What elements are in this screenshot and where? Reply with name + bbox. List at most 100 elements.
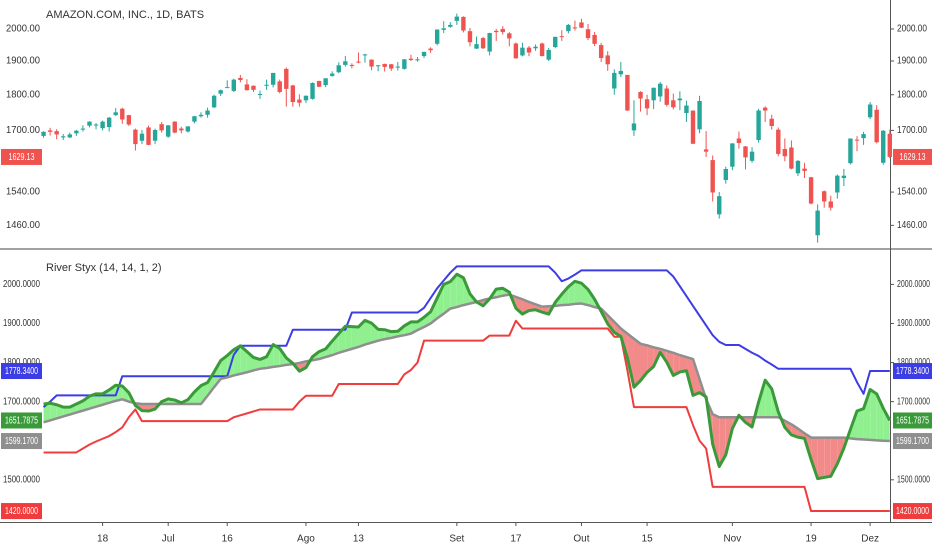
y-tick-label: 1700.00: [6, 125, 40, 136]
candle-body: [697, 100, 702, 130]
cloud-fill: [273, 344, 280, 367]
candle-body: [47, 130, 53, 132]
y-tick-label: 1700.0000: [3, 396, 40, 407]
candle-body: [349, 64, 355, 66]
candle-body: [723, 169, 728, 181]
candle-body: [861, 134, 866, 139]
candle-body: [881, 130, 886, 163]
candle-body: [185, 126, 191, 132]
candle-body: [736, 138, 742, 143]
candle-body: [500, 28, 505, 33]
cloud-fill: [50, 403, 57, 421]
last-value-label: 1651.7875: [5, 416, 38, 427]
candle-body: [605, 55, 610, 65]
candle-body: [658, 83, 663, 97]
candle-body: [835, 175, 840, 193]
candle-body: [100, 121, 105, 129]
candle-body: [743, 146, 748, 158]
candle-body: [730, 143, 735, 167]
candle-body: [343, 61, 348, 65]
cloud-fill: [811, 437, 818, 479]
candle-body: [566, 24, 571, 32]
candle-body: [782, 149, 788, 157]
x-tick-label: Out: [573, 534, 589, 545]
y-tick-label: 1800.00: [6, 89, 40, 100]
y-tick-label: 1700.00: [897, 125, 927, 136]
candle-body: [192, 116, 197, 122]
candle-body: [848, 138, 853, 164]
y-tick-label: 1800.00: [897, 89, 927, 100]
candle-body: [795, 160, 801, 174]
candle-body: [402, 59, 407, 69]
candle-body: [159, 124, 164, 131]
pane-title: AMAZON.COM, INC., 1D, BATS: [46, 9, 204, 21]
x-tick-label: 17: [510, 534, 522, 545]
x-tick-label: Dez: [861, 534, 879, 545]
candle-body: [749, 151, 755, 161]
candle-body: [651, 87, 656, 101]
last-value-box: [1, 363, 42, 380]
x-tick-label: 18: [97, 534, 109, 545]
last-value-box: [893, 433, 932, 450]
candle-body: [874, 109, 879, 143]
candle-body: [434, 29, 440, 44]
candle-body: [474, 44, 479, 49]
candle-body: [539, 43, 545, 57]
candle-body: [375, 65, 381, 67]
candle-body: [684, 105, 689, 114]
last-value-label: 1420.0000: [5, 506, 38, 517]
x-tick-label: Ago: [297, 534, 315, 545]
candle-body: [815, 210, 820, 236]
candle-body: [756, 110, 761, 141]
candle-body: [113, 112, 118, 116]
cloud-fill: [332, 333, 339, 356]
cloud-fill: [824, 437, 831, 478]
cloud-fill: [220, 355, 228, 379]
candle-body: [198, 114, 204, 117]
candle-body: [93, 124, 99, 126]
cloud-fill: [574, 281, 582, 304]
candle-body: [146, 127, 151, 145]
candle-body: [179, 128, 184, 131]
x-tick-label: Set: [449, 534, 464, 545]
candle-body: [126, 115, 132, 125]
cloud-fill: [515, 296, 523, 315]
candle-body: [664, 88, 669, 105]
candle-body: [421, 51, 427, 57]
candle-body: [461, 16, 466, 31]
candle-body: [61, 136, 66, 138]
indicator-line: [43, 293, 890, 443]
last-value-box: [893, 412, 932, 429]
candle-body: [644, 99, 650, 109]
candle-body: [166, 125, 171, 137]
candle-body: [428, 48, 433, 51]
last-value-label: 1420.0000: [896, 506, 929, 517]
candle-body: [297, 99, 302, 103]
candle-body: [448, 24, 453, 27]
cloud-fill: [378, 329, 385, 341]
last-value-label: 1778.3400: [896, 366, 929, 377]
candle-body: [408, 58, 414, 60]
candle-body: [330, 73, 335, 76]
last-value-label: 1778.3400: [5, 366, 38, 377]
candle-body: [284, 68, 289, 89]
candle-body: [251, 85, 256, 90]
y-tick-label: 1700.0000: [897, 396, 930, 407]
candle-body: [120, 108, 125, 120]
candle-body: [356, 61, 361, 63]
candle-body: [690, 110, 696, 144]
candle-body: [152, 130, 158, 141]
candle-body: [264, 84, 269, 86]
y-tick-label: 1800.0000: [3, 357, 40, 368]
candle-body: [559, 36, 564, 38]
candle-body: [822, 191, 827, 202]
candle-body: [441, 28, 446, 30]
candle-body: [526, 47, 532, 53]
cloud-fill: [640, 343, 648, 381]
last-value-box: [1, 412, 42, 429]
candle-body: [244, 84, 250, 91]
x-tick-label: 16: [222, 534, 234, 545]
candle-body: [887, 133, 892, 157]
y-tick-label: 1540.00: [6, 187, 40, 198]
